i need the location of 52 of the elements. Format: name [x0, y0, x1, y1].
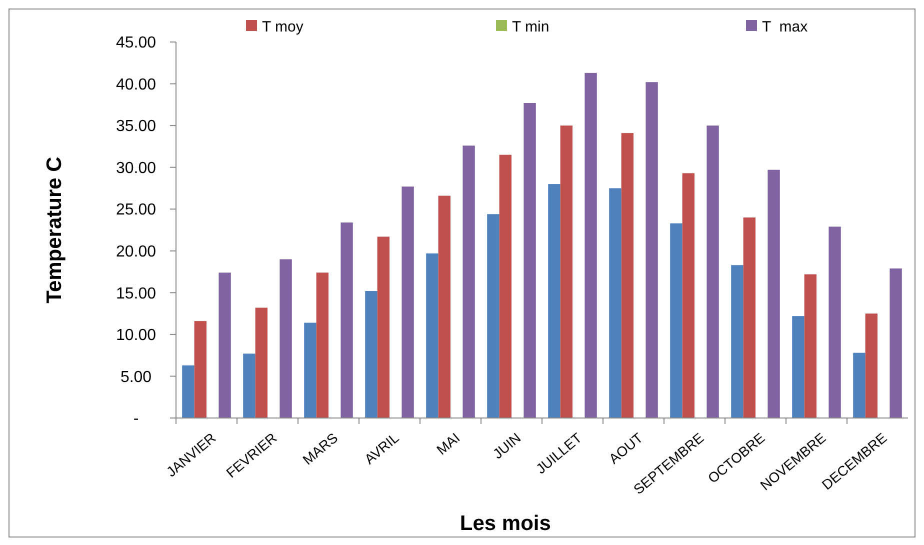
- bar: [524, 102, 536, 418]
- bar: [706, 126, 719, 418]
- y-tick-label: 45.00: [116, 34, 156, 52]
- bar: [646, 82, 658, 418]
- bar: [792, 316, 804, 418]
- bar: [499, 154, 512, 418]
- y-tick-label: 15.00: [116, 285, 156, 302]
- bar: [316, 272, 328, 418]
- y-tick-label: 40.00: [116, 76, 156, 94]
- bar: [280, 259, 292, 418]
- x-axis-title: Les mois: [460, 512, 551, 535]
- bar: [890, 268, 902, 418]
- bar: [304, 322, 316, 418]
- bar: [768, 170, 780, 418]
- y-tick-label: 30.00: [116, 160, 156, 177]
- bar: [365, 290, 378, 418]
- y-tick-label: 25.00: [116, 202, 156, 219]
- bar: [670, 223, 682, 418]
- y-tick-label: 5.00: [120, 368, 152, 386]
- bar: [731, 265, 744, 418]
- bar: [621, 133, 634, 418]
- bar: [682, 173, 694, 418]
- y-axis-title: Temperature C: [43, 156, 66, 304]
- bar: [548, 184, 560, 418]
- bar: [487, 214, 500, 418]
- bar: [804, 274, 816, 418]
- y-tick-label: 35.00: [116, 118, 156, 136]
- x-tick-label: MAI: [433, 430, 463, 458]
- bar: [218, 272, 231, 418]
- legend-label: T moy: [262, 18, 304, 36]
- bar: [609, 188, 622, 418]
- bar: [377, 236, 390, 418]
- legend-label: T min: [512, 18, 550, 36]
- bar: [255, 308, 268, 418]
- bar: [584, 72, 597, 418]
- bar: [865, 314, 878, 418]
- legend-label: T max: [762, 18, 808, 36]
- bar: [182, 365, 194, 418]
- bar: [462, 146, 475, 418]
- bar: [402, 186, 414, 418]
- y-tick-label: 10.00: [116, 327, 156, 344]
- bar: [194, 321, 206, 418]
- bar: [243, 354, 256, 418]
- bar: [340, 222, 353, 418]
- bar: [426, 253, 438, 418]
- y-tick-label: -: [133, 410, 139, 428]
- bar: [828, 226, 841, 418]
- bar: [743, 217, 756, 418]
- bar: [853, 352, 866, 418]
- bar: [560, 126, 572, 418]
- y-tick-label: 20.00: [116, 243, 156, 260]
- bar: [438, 196, 450, 418]
